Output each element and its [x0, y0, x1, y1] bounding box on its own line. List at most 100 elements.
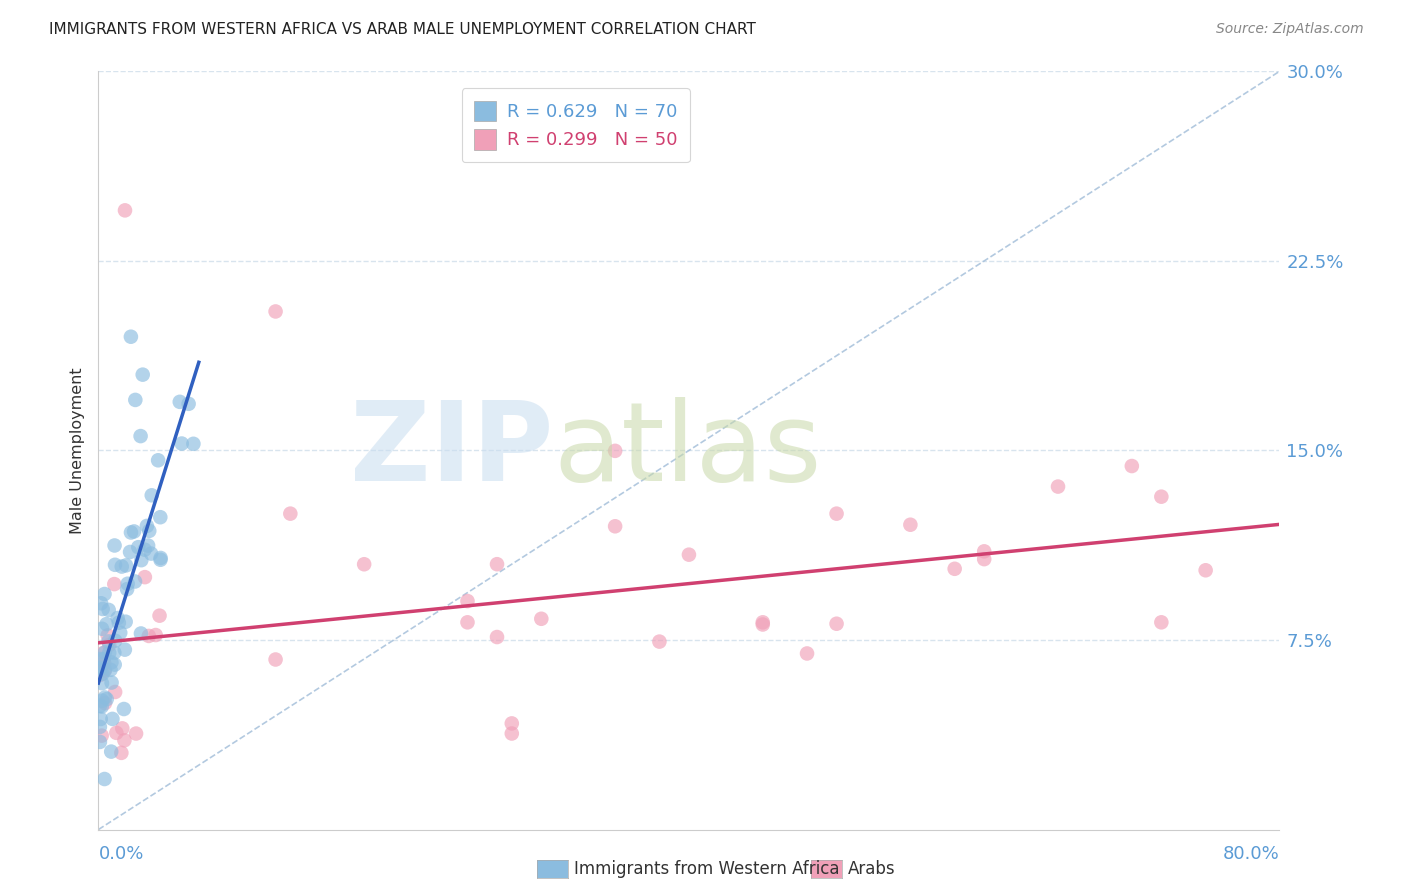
- Point: [96, 617, 118, 632]
- Point: [120, 525, 142, 540]
- Point: [149, 510, 172, 524]
- Point: [943, 562, 966, 576]
- Point: [139, 547, 162, 561]
- Point: [353, 558, 375, 572]
- Point: [94, 645, 117, 659]
- Point: [89, 720, 111, 734]
- Point: [90, 712, 112, 726]
- Point: [107, 611, 129, 625]
- Point: [145, 628, 167, 642]
- Point: [752, 615, 775, 630]
- Point: [103, 646, 125, 660]
- Point: [100, 745, 122, 759]
- Point: [973, 544, 995, 558]
- Point: [264, 304, 287, 318]
- Point: [94, 696, 117, 710]
- Point: [93, 587, 115, 601]
- Point: [103, 577, 125, 591]
- Point: [94, 663, 117, 677]
- Point: [501, 716, 523, 731]
- Point: [90, 668, 112, 682]
- Point: [91, 676, 114, 690]
- Point: [112, 702, 135, 716]
- Point: [132, 368, 155, 382]
- Point: [264, 652, 287, 666]
- Point: [89, 652, 111, 666]
- Point: [111, 559, 134, 574]
- Point: [169, 394, 191, 409]
- Point: [91, 646, 114, 660]
- Point: [100, 656, 122, 670]
- Point: [89, 698, 111, 713]
- Point: [1046, 479, 1070, 493]
- Point: [124, 574, 146, 589]
- Point: [678, 548, 700, 562]
- Point: [115, 558, 138, 573]
- Point: [973, 552, 995, 566]
- Point: [110, 625, 132, 640]
- Point: [825, 616, 848, 631]
- Point: [648, 634, 671, 648]
- Point: [1150, 490, 1173, 504]
- Point: [146, 453, 169, 467]
- Point: [90, 729, 112, 743]
- Point: [605, 443, 627, 458]
- Point: [796, 647, 818, 661]
- Point: [138, 629, 160, 643]
- Point: [183, 437, 205, 451]
- Point: [111, 722, 134, 736]
- Point: [97, 634, 120, 648]
- Point: [148, 608, 170, 623]
- Text: ZIP: ZIP: [350, 397, 553, 504]
- Point: [96, 692, 118, 706]
- Point: [104, 633, 127, 648]
- Point: [114, 615, 136, 629]
- Point: [89, 735, 111, 749]
- Point: [122, 524, 145, 539]
- Point: [120, 545, 142, 559]
- Point: [127, 540, 149, 554]
- Point: [103, 539, 125, 553]
- Point: [89, 661, 111, 675]
- Legend: R = 0.629   N = 70, R = 0.299   N = 50: R = 0.629 N = 70, R = 0.299 N = 50: [461, 88, 690, 162]
- Point: [486, 557, 509, 572]
- Point: [900, 517, 922, 532]
- Point: [141, 488, 163, 502]
- Point: [120, 330, 142, 344]
- Point: [91, 622, 114, 636]
- Point: [138, 524, 160, 538]
- Point: [114, 203, 136, 218]
- Point: [1195, 563, 1218, 577]
- Point: [93, 657, 115, 671]
- Point: [110, 746, 132, 760]
- Point: [108, 615, 131, 630]
- Point: [134, 542, 156, 557]
- Point: [129, 429, 152, 443]
- Point: [93, 652, 115, 666]
- Point: [93, 664, 115, 678]
- Point: [530, 612, 553, 626]
- Text: Arabs: Arabs: [848, 860, 896, 878]
- Point: [149, 551, 172, 566]
- Point: [115, 582, 138, 597]
- Point: [752, 617, 775, 632]
- Point: [98, 638, 121, 652]
- Point: [105, 726, 128, 740]
- Point: [605, 519, 627, 533]
- Y-axis label: Male Unemployment: Male Unemployment: [69, 368, 84, 533]
- Point: [104, 685, 127, 699]
- Point: [91, 666, 114, 681]
- Point: [486, 630, 509, 644]
- Point: [1121, 458, 1143, 473]
- Point: [101, 712, 124, 726]
- Point: [501, 726, 523, 740]
- Point: [112, 733, 135, 747]
- Point: [100, 663, 122, 677]
- Point: [135, 519, 157, 533]
- Text: Immigrants from Western Africa: Immigrants from Western Africa: [574, 860, 839, 878]
- Point: [117, 576, 139, 591]
- Point: [93, 772, 115, 786]
- Point: [114, 642, 136, 657]
- Point: [129, 553, 152, 567]
- Point: [1150, 615, 1173, 630]
